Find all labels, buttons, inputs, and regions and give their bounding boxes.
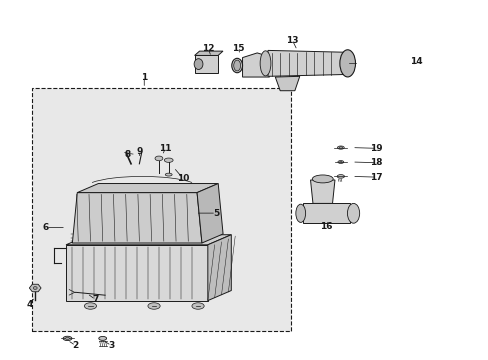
Ellipse shape [33, 287, 37, 289]
Text: 16: 16 [320, 222, 332, 231]
Text: 8: 8 [124, 150, 130, 158]
Polygon shape [275, 76, 299, 91]
Ellipse shape [231, 58, 242, 73]
Ellipse shape [346, 203, 359, 223]
Ellipse shape [337, 146, 344, 149]
Text: 3: 3 [108, 341, 114, 350]
Ellipse shape [337, 161, 343, 163]
Polygon shape [310, 180, 334, 203]
Ellipse shape [191, 303, 204, 309]
Ellipse shape [155, 156, 163, 161]
Polygon shape [303, 203, 349, 223]
Ellipse shape [260, 51, 270, 76]
Ellipse shape [147, 303, 160, 309]
Text: 17: 17 [369, 173, 382, 181]
Polygon shape [197, 184, 223, 243]
Ellipse shape [339, 161, 341, 163]
Text: 15: 15 [231, 44, 244, 53]
Text: 5: 5 [213, 209, 219, 217]
Text: 11: 11 [159, 144, 171, 153]
Text: 1: 1 [141, 73, 147, 82]
Ellipse shape [165, 173, 172, 176]
Polygon shape [267, 50, 343, 76]
Ellipse shape [336, 175, 344, 178]
Ellipse shape [63, 336, 72, 341]
Text: 19: 19 [369, 144, 382, 153]
Text: 2: 2 [73, 341, 79, 350]
Polygon shape [29, 284, 41, 292]
Ellipse shape [84, 303, 96, 309]
Text: 13: 13 [285, 36, 298, 45]
Text: 7: 7 [92, 295, 99, 304]
Polygon shape [72, 193, 202, 243]
Ellipse shape [338, 147, 342, 149]
Polygon shape [242, 53, 269, 77]
Ellipse shape [295, 204, 305, 222]
Polygon shape [77, 184, 218, 193]
Ellipse shape [65, 337, 69, 339]
Ellipse shape [164, 158, 173, 162]
Ellipse shape [339, 50, 355, 77]
Text: 4: 4 [26, 300, 33, 309]
Text: 14: 14 [409, 57, 422, 66]
Ellipse shape [194, 59, 203, 69]
Text: 18: 18 [369, 158, 382, 167]
Ellipse shape [233, 60, 240, 71]
Text: 12: 12 [202, 44, 214, 53]
Text: 10: 10 [176, 174, 189, 183]
Text: 6: 6 [43, 223, 49, 232]
Polygon shape [194, 55, 218, 73]
Polygon shape [194, 51, 223, 55]
Text: 9: 9 [136, 147, 142, 156]
Polygon shape [66, 235, 231, 245]
Polygon shape [66, 245, 207, 301]
Polygon shape [207, 235, 231, 301]
Bar [32, 88, 290, 331]
Ellipse shape [312, 175, 332, 183]
Ellipse shape [99, 336, 106, 341]
